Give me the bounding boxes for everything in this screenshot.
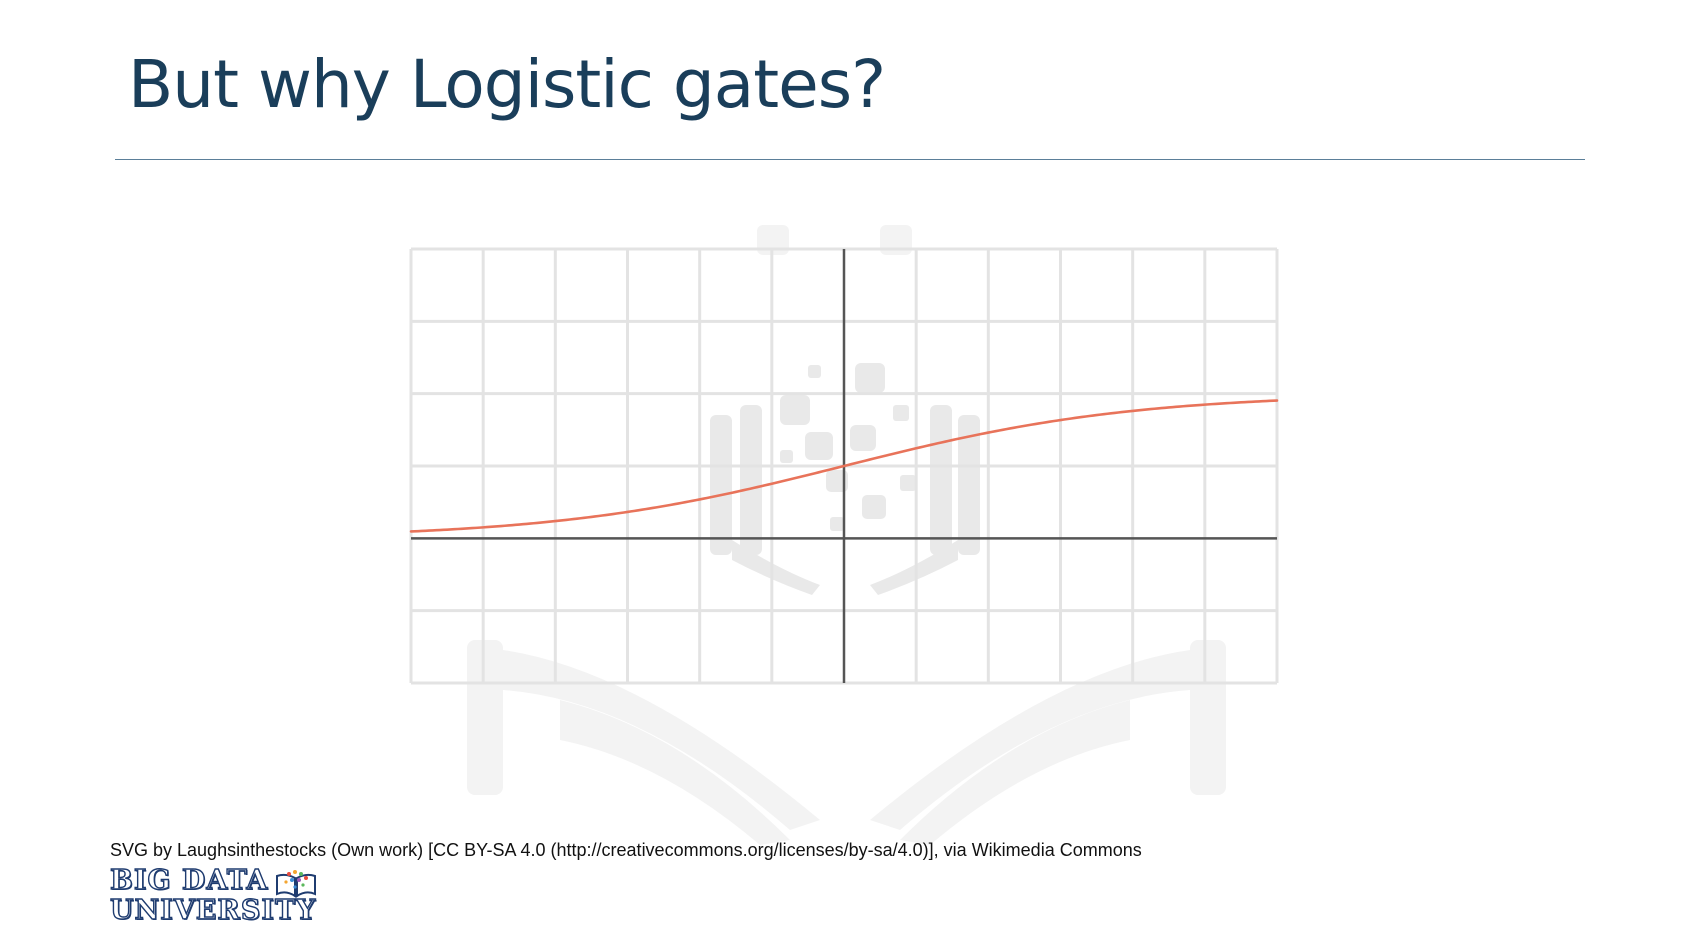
title-divider <box>115 159 1585 160</box>
image-credit: SVG by Laughsinthestocks (Own work) [CC … <box>110 840 1142 860</box>
big-data-university-logo: BIG DATA UNIVERSITY <box>109 865 330 932</box>
slide-title: But why Logistic gates? <box>128 46 886 123</box>
book-icon <box>276 870 316 898</box>
logistic-curve-line <box>409 399 1279 533</box>
chart-svg <box>409 247 1279 685</box>
logo-line-1: BIG DATA <box>109 865 269 896</box>
logo-line-2: UNIVERSITY <box>109 895 317 926</box>
logistic-chart <box>408 246 1280 686</box>
